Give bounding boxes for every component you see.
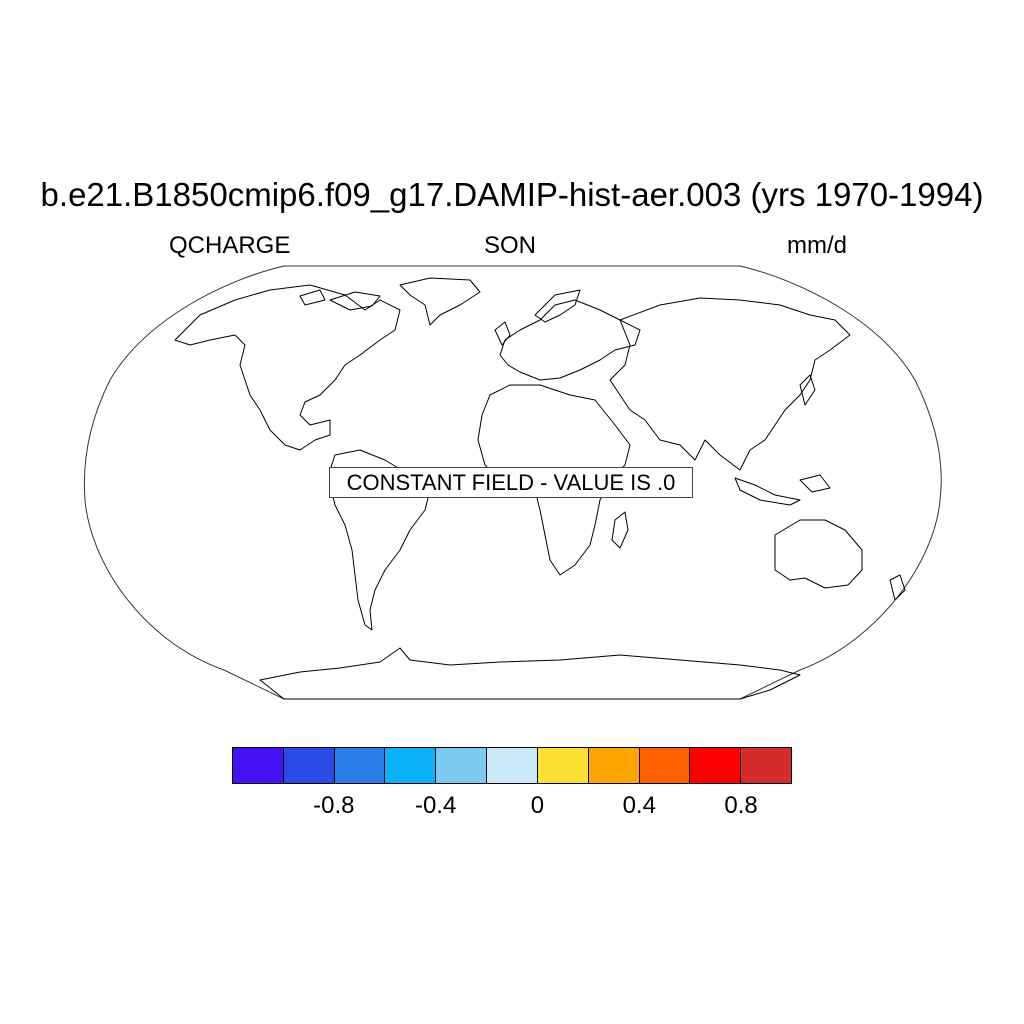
colorbar-cell bbox=[436, 748, 488, 783]
coastline-scandinavia bbox=[534, 289, 581, 323]
plot-title: b.e21.B1850cmip6.f09_g17.DAMIP-hist-aer.… bbox=[40, 176, 984, 213]
coastline-australia bbox=[774, 519, 863, 589]
coastline-north-america bbox=[174, 284, 401, 451]
coastline-indonesia bbox=[734, 474, 831, 506]
coastline-madagascar bbox=[611, 511, 629, 549]
colorbar-cell bbox=[690, 748, 742, 783]
coastline-british-isles bbox=[494, 321, 511, 346]
colorbar-cell bbox=[639, 748, 691, 783]
colorbar-tick-label: 0.4 bbox=[622, 792, 656, 819]
coastline-japan bbox=[799, 374, 816, 406]
colorbar-cell bbox=[385, 748, 437, 783]
season-label: SON bbox=[484, 232, 537, 259]
colorbar-cell bbox=[283, 748, 335, 783]
colorbar bbox=[232, 747, 792, 784]
coastline-new-zealand bbox=[889, 574, 906, 601]
colorbar-tick-label: 0.8 bbox=[724, 792, 758, 819]
units-label: mm/d bbox=[787, 232, 847, 259]
colorbar-cell bbox=[233, 748, 284, 783]
coastline-europe bbox=[499, 299, 641, 381]
colorbar-cell bbox=[487, 748, 538, 783]
coastline-antarctica bbox=[259, 647, 801, 700]
coastline-greenland bbox=[399, 277, 481, 326]
colorbar-cell bbox=[741, 748, 791, 783]
colorbar-tick-label: 0 bbox=[530, 792, 545, 819]
colorbar-cell bbox=[588, 748, 640, 783]
constant-field-message: CONSTANT FIELD - VALUE IS .0 bbox=[329, 467, 693, 498]
colorbar-cell bbox=[334, 748, 386, 783]
variable-label: QCHARGE bbox=[169, 232, 291, 259]
colorbar-tick-label: -0.8 bbox=[313, 792, 355, 819]
coastline-arctic-islands bbox=[299, 289, 381, 311]
colorbar-cell bbox=[537, 748, 589, 783]
coastline-asia bbox=[609, 297, 851, 471]
colorbar-tick-label: -0.4 bbox=[414, 792, 457, 819]
